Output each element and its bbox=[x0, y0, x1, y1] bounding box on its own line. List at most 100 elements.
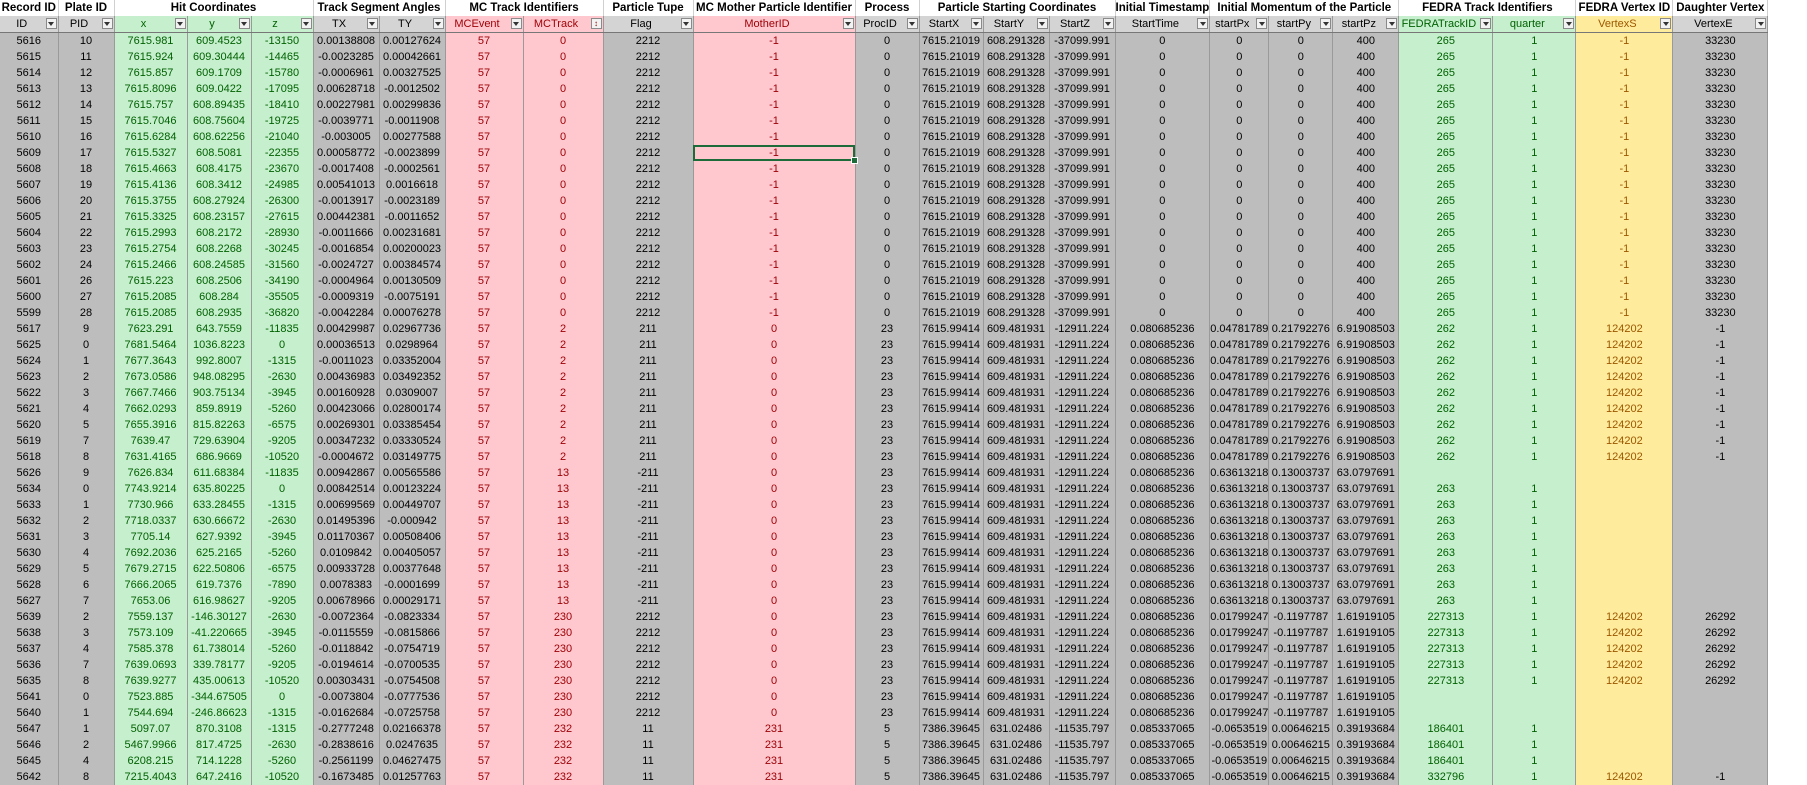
cell[interactable]: -246.86623 bbox=[187, 705, 252, 721]
cell[interactable]: 0.04781789 bbox=[1209, 449, 1270, 465]
cell[interactable]: 57 bbox=[445, 369, 524, 385]
cell[interactable]: 0.04781789 bbox=[1209, 433, 1270, 449]
cell[interactable]: -3945 bbox=[251, 529, 314, 545]
cell[interactable]: 1 bbox=[1492, 241, 1577, 257]
cell[interactable]: 0.00123224 bbox=[379, 481, 446, 497]
cell[interactable]: 0.080685236 bbox=[1115, 337, 1211, 353]
cell[interactable]: 22 bbox=[58, 225, 115, 241]
column-header[interactable]: StartZ bbox=[1049, 16, 1116, 33]
cell[interactable]: 1 bbox=[1492, 657, 1577, 673]
cell[interactable]: 2212 bbox=[603, 97, 694, 113]
cell[interactable]: 57 bbox=[445, 161, 524, 177]
cell[interactable]: 5646 bbox=[0, 737, 59, 753]
cell[interactable]: 0 bbox=[1115, 225, 1211, 241]
cell[interactable]: -1 bbox=[1575, 177, 1674, 193]
cell[interactable]: 227313 bbox=[1398, 673, 1494, 689]
cell[interactable]: 124202 bbox=[1575, 769, 1674, 785]
cell[interactable]: 263 bbox=[1398, 577, 1494, 593]
cell[interactable]: 57 bbox=[445, 625, 524, 641]
cell[interactable]: 232 bbox=[523, 753, 604, 769]
cell[interactable]: -37099.991 bbox=[1049, 113, 1116, 129]
cell[interactable]: 714.1228 bbox=[187, 753, 252, 769]
spreadsheet-grid[interactable]: Record ID Plate ID Hit Coordinates Track Se… bbox=[0, 0, 1769, 785]
cell[interactable]: -1 bbox=[1672, 353, 1769, 369]
cell[interactable]: 0.63613218 bbox=[1209, 513, 1270, 529]
cell[interactable]: -12911.224 bbox=[1049, 417, 1116, 433]
cell[interactable]: 0 bbox=[1268, 129, 1334, 145]
cell[interactable]: -0.1197787 bbox=[1268, 625, 1334, 641]
cell[interactable]: 57 bbox=[445, 193, 524, 209]
cell[interactable]: -1 bbox=[1575, 241, 1674, 257]
cell[interactable]: 0 bbox=[1115, 177, 1211, 193]
cell[interactable]: 608.291328 bbox=[983, 257, 1050, 273]
cell[interactable]: 608.291328 bbox=[983, 273, 1050, 289]
cell[interactable]: 0 bbox=[855, 193, 920, 209]
cell[interactable]: 7585.378 bbox=[114, 641, 188, 657]
cell[interactable]: 23 bbox=[855, 657, 920, 673]
cell[interactable]: 57 bbox=[445, 449, 524, 465]
cell[interactable]: 4 bbox=[58, 753, 115, 769]
column-header[interactable]: StartY bbox=[983, 16, 1050, 33]
cell[interactable]: 2 bbox=[58, 369, 115, 385]
cell[interactable]: 0.080685236 bbox=[1115, 657, 1211, 673]
cell[interactable]: 992.8007 bbox=[187, 353, 252, 369]
cell[interactable]: 0.00646215 bbox=[1268, 753, 1334, 769]
cell[interactable] bbox=[1672, 689, 1769, 705]
cell[interactable]: -0.0075191 bbox=[379, 289, 446, 305]
cell[interactable]: 7573.109 bbox=[114, 625, 188, 641]
cell[interactable]: 10 bbox=[58, 32, 115, 49]
cell[interactable]: 0 bbox=[1115, 81, 1211, 97]
cell[interactable]: 0.63613218 bbox=[1209, 561, 1270, 577]
cell[interactable]: 5618 bbox=[0, 449, 59, 465]
filter-dropdown-icon[interactable] bbox=[1563, 18, 1575, 29]
cell[interactable]: -0.0023189 bbox=[379, 193, 446, 209]
cell[interactable]: 23 bbox=[855, 433, 920, 449]
cell[interactable]: 2212 bbox=[603, 689, 694, 705]
cell[interactable]: 33230 bbox=[1672, 145, 1769, 161]
cell[interactable]: 1 bbox=[1492, 737, 1577, 753]
cell[interactable]: 7673.0586 bbox=[114, 369, 188, 385]
cell[interactable]: 33230 bbox=[1672, 289, 1769, 305]
cell[interactable]: 608.62256 bbox=[187, 129, 252, 145]
cell[interactable]: 0 bbox=[251, 689, 314, 705]
cell[interactable]: -1 bbox=[1575, 289, 1674, 305]
cell[interactable]: 7631.4165 bbox=[114, 449, 188, 465]
cell[interactable]: 2212 bbox=[603, 273, 694, 289]
cell[interactable]: 23 bbox=[855, 705, 920, 721]
cell[interactable]: 265 bbox=[1398, 81, 1494, 97]
cell[interactable]: 265 bbox=[1398, 225, 1494, 241]
cell[interactable]: 0.21792276 bbox=[1268, 417, 1334, 433]
cell[interactable]: -9205 bbox=[251, 593, 314, 609]
cell[interactable] bbox=[1398, 689, 1494, 705]
cell[interactable]: 0.03149775 bbox=[379, 449, 446, 465]
cell[interactable]: 0 bbox=[1209, 129, 1270, 145]
cell[interactable]: 2 bbox=[523, 353, 604, 369]
cell[interactable]: 6.91908503 bbox=[1332, 353, 1400, 369]
cell[interactable]: -31560 bbox=[251, 257, 314, 273]
cell[interactable]: 0.13003737 bbox=[1268, 497, 1334, 513]
cell[interactable]: -12911.224 bbox=[1049, 577, 1116, 593]
cell[interactable]: 5624 bbox=[0, 353, 59, 369]
cell[interactable]: 0.04627475 bbox=[379, 753, 446, 769]
cell[interactable]: 7615.99414 bbox=[919, 625, 984, 641]
cell[interactable]: 265 bbox=[1398, 65, 1494, 81]
cell[interactable]: 5 bbox=[855, 753, 920, 769]
cell[interactable] bbox=[1672, 561, 1769, 577]
cell[interactable]: 2212 bbox=[603, 113, 694, 129]
cell[interactable]: 23 bbox=[855, 385, 920, 401]
fill-handle[interactable] bbox=[851, 157, 858, 164]
cell[interactable]: 265 bbox=[1398, 273, 1494, 289]
cell[interactable]: 232 bbox=[523, 769, 604, 785]
cell[interactable]: 124202 bbox=[1575, 401, 1674, 417]
cell[interactable]: -1 bbox=[1672, 369, 1769, 385]
cell[interactable]: -1 bbox=[693, 32, 856, 49]
cell[interactable]: 14 bbox=[58, 97, 115, 113]
cell[interactable]: 0.21792276 bbox=[1268, 401, 1334, 417]
cell[interactable]: 0 bbox=[855, 145, 920, 161]
cell[interactable]: 5615 bbox=[0, 49, 59, 65]
cell[interactable]: 23 bbox=[855, 673, 920, 689]
cell[interactable]: 57 bbox=[445, 705, 524, 721]
cell[interactable]: -1 bbox=[693, 177, 856, 193]
cell[interactable]: 5616 bbox=[0, 32, 59, 49]
cell[interactable]: 230 bbox=[523, 657, 604, 673]
